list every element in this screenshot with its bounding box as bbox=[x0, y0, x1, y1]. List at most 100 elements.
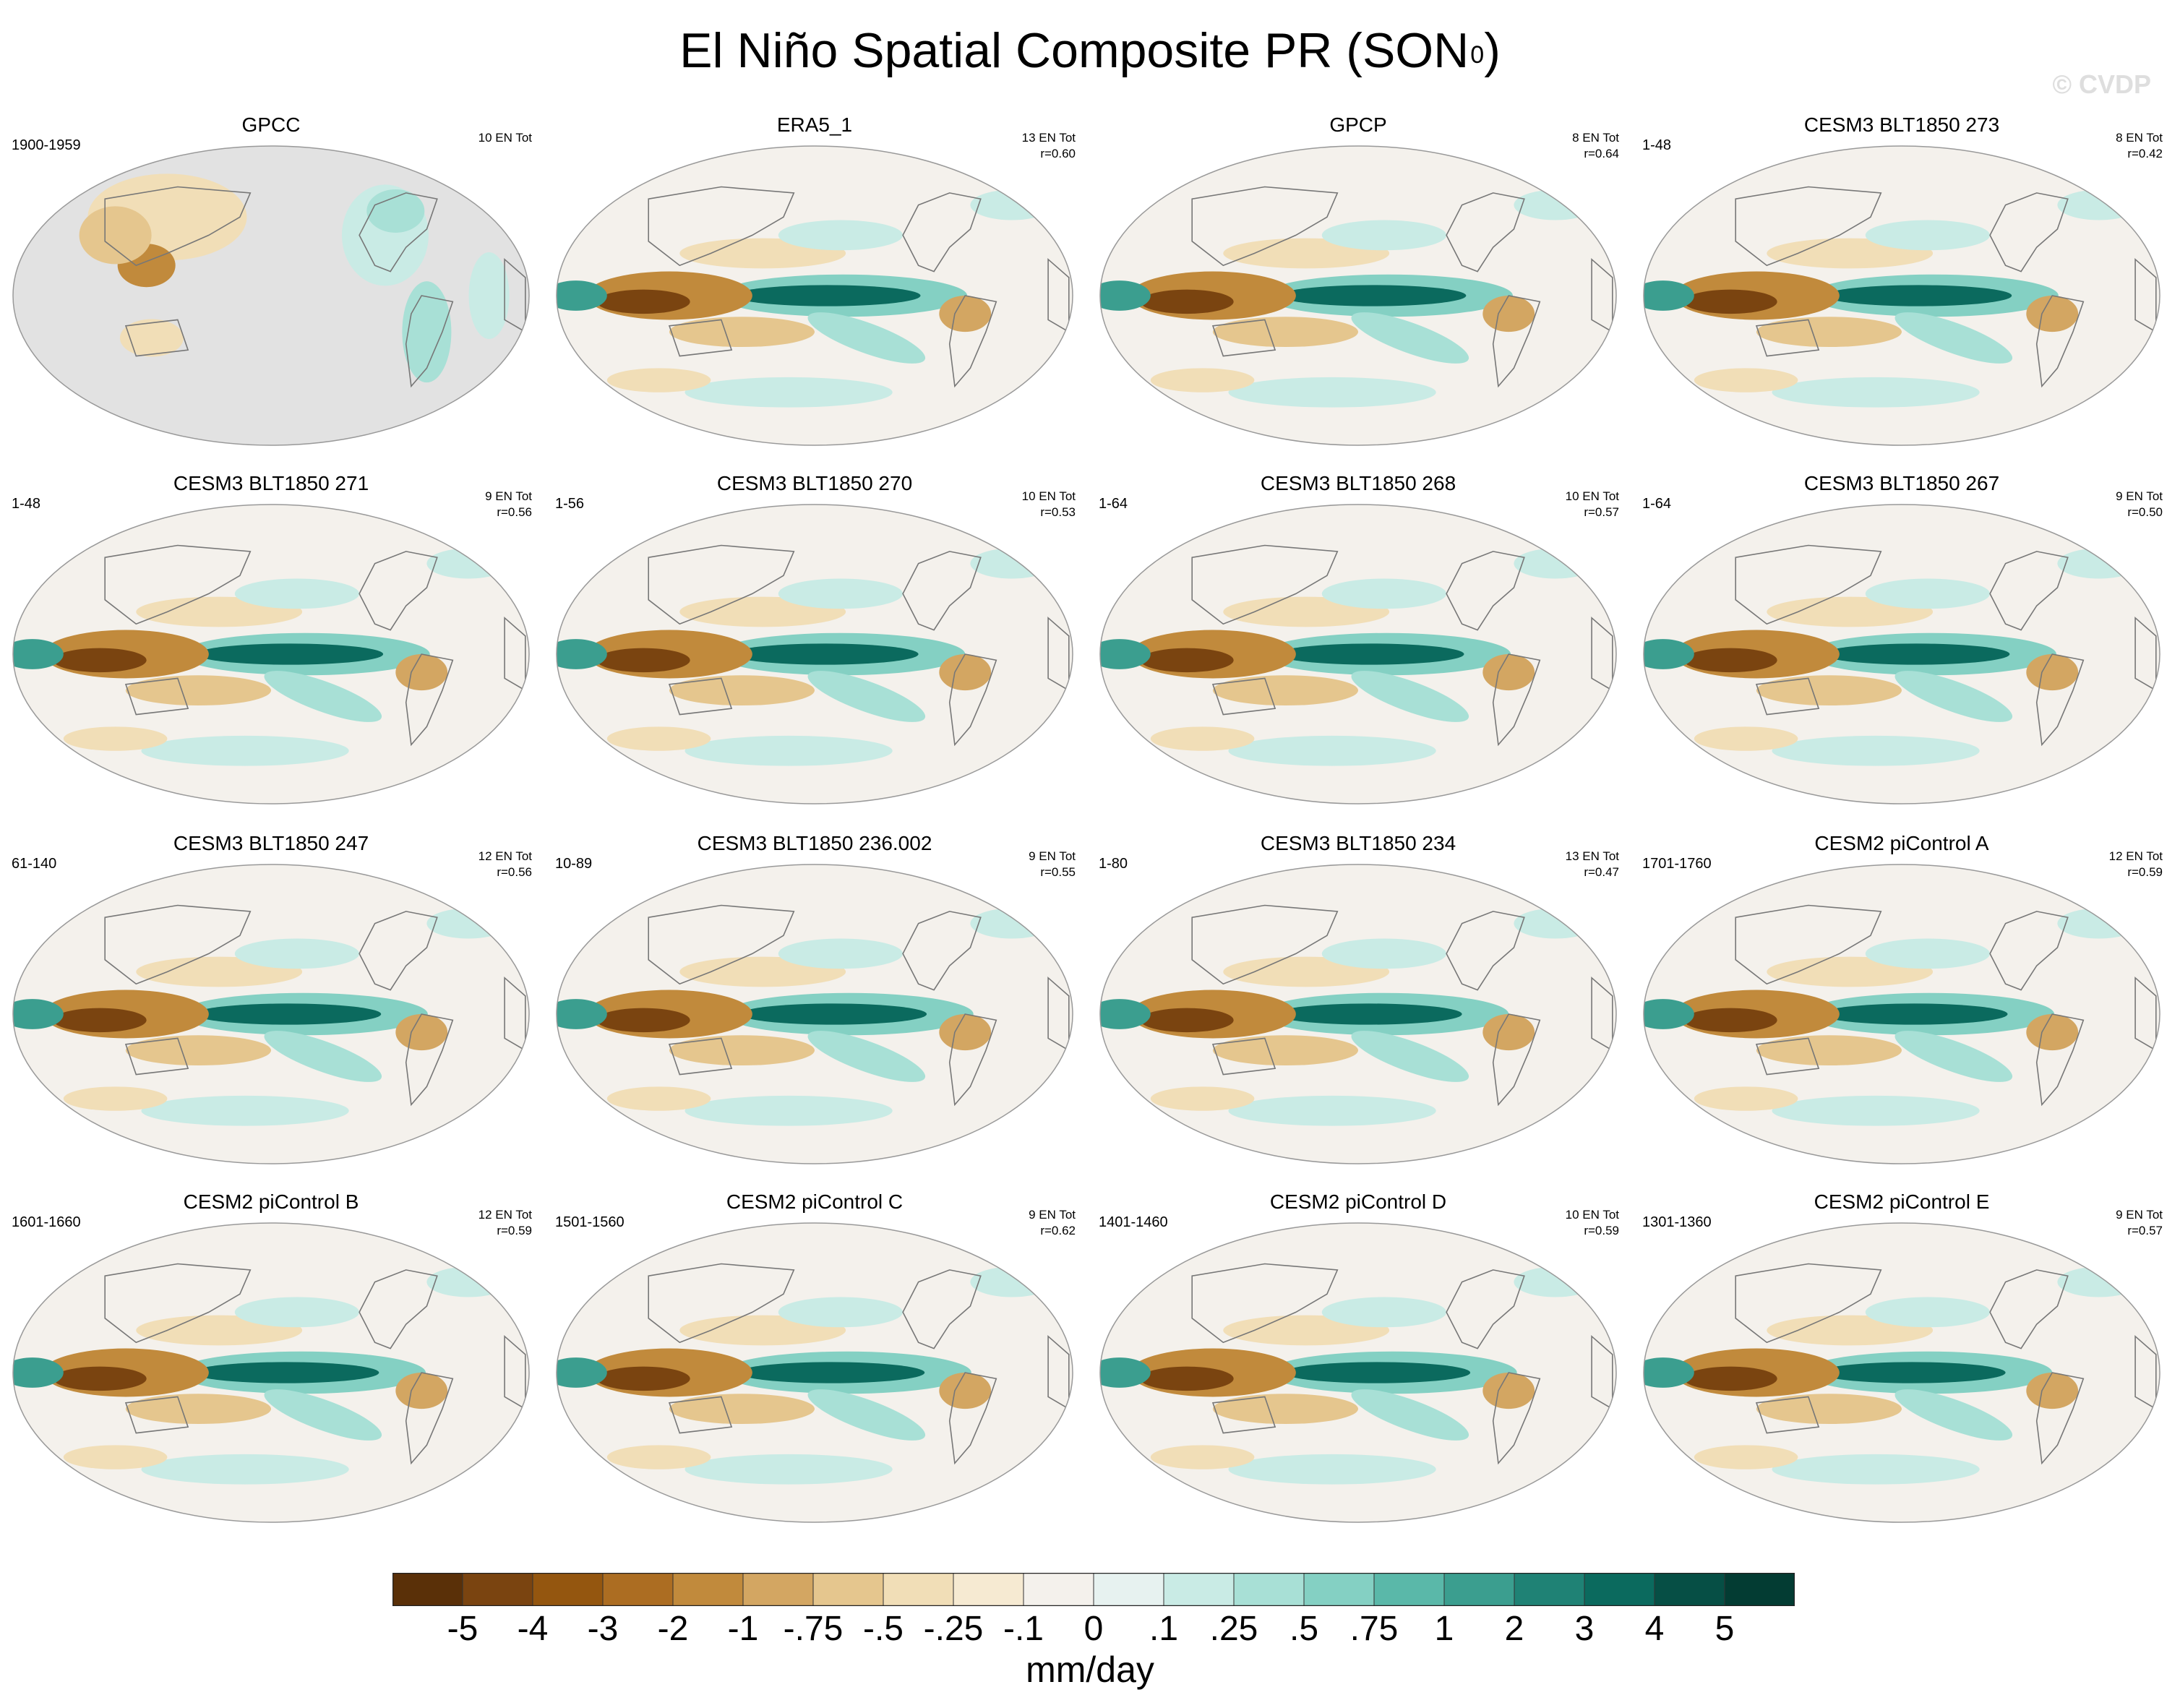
anomaly-patch bbox=[192, 1362, 379, 1383]
anomaly-patch bbox=[13, 999, 64, 1029]
anomaly-patch bbox=[1100, 280, 1151, 311]
event-count: 9 EN Tot bbox=[1029, 1208, 1076, 1222]
anomaly-patch bbox=[778, 220, 904, 251]
map-border bbox=[1643, 504, 2160, 804]
colorbar-segment bbox=[462, 1573, 533, 1606]
anomaly-patch bbox=[807, 671, 926, 722]
anomaly-patch bbox=[1279, 285, 1467, 306]
map-panel: CESM3 BLT1850 271 1-48 9 EN Tot r=0.56 bbox=[0, 471, 542, 818]
map-plot bbox=[1099, 145, 1617, 446]
anomaly-patch bbox=[264, 671, 382, 722]
event-count: 10 EN Tot bbox=[1565, 489, 1619, 503]
colorbar-tick-label: -4 bbox=[517, 1610, 549, 1648]
map-panel: CESM2 piControl E 1301-1360 9 EN Tot r=0.57 bbox=[1631, 1190, 2173, 1537]
map-plot bbox=[1099, 1222, 1617, 1523]
map-border bbox=[12, 1222, 530, 1523]
map-panel: CESM2 piControl C 1501-1560 9 EN Tot r=0.62 bbox=[544, 1190, 1086, 1537]
anomaly-patch bbox=[737, 1362, 925, 1383]
pattern-correlation: r=0.62 bbox=[1040, 1224, 1076, 1237]
coastline bbox=[668, 319, 733, 357]
coastline bbox=[359, 551, 438, 631]
anomaly-patch bbox=[939, 1014, 992, 1051]
colorbar-segment bbox=[672, 1573, 744, 1606]
event-count: 13 EN Tot bbox=[1565, 849, 1619, 863]
coastline bbox=[405, 1372, 454, 1465]
colorbar-tick-label: 0 bbox=[1083, 1610, 1104, 1648]
colorbar-segment bbox=[1724, 1573, 1795, 1606]
colorbar-tick-label: -.25 bbox=[923, 1610, 984, 1648]
colorbar-tick-label: 5 bbox=[1715, 1610, 1735, 1648]
anomaly-patch bbox=[234, 938, 360, 969]
colorbar-segment bbox=[1373, 1573, 1445, 1606]
anomaly-patch bbox=[125, 675, 271, 706]
panel-title: CESM3 BLT1850 273 bbox=[1803, 113, 2000, 136]
event-count: 10 EN Tot bbox=[1565, 1208, 1619, 1222]
map-panel: CESM3 BLT1850 270 1-56 10 EN Tot r=0.53 bbox=[544, 471, 1086, 818]
map-plot bbox=[1643, 145, 2160, 446]
event-count: 9 EN Tot bbox=[2116, 1208, 2163, 1222]
anomaly-patch bbox=[1756, 1394, 1902, 1425]
anomaly-patch bbox=[1514, 189, 1597, 220]
anomaly-patch bbox=[1140, 1008, 1234, 1033]
map-border bbox=[1643, 145, 2160, 446]
anomaly-patch bbox=[1865, 938, 1991, 969]
coastline bbox=[668, 1396, 733, 1434]
colorbar-tick-label: -1 bbox=[727, 1610, 759, 1648]
panel-stats: 9 EN Tot r=0.62 bbox=[1029, 1207, 1076, 1239]
colorbar-tick-label: 1 bbox=[1434, 1610, 1454, 1648]
coastline bbox=[1539, 520, 1577, 546]
coastline bbox=[948, 1372, 997, 1465]
coastline bbox=[902, 551, 982, 631]
coastline bbox=[1492, 1013, 1541, 1107]
colorbar-segment bbox=[1443, 1573, 1515, 1606]
anomaly-patch bbox=[606, 1086, 711, 1111]
coastline bbox=[1755, 677, 1820, 716]
anomaly-patch bbox=[939, 1373, 992, 1409]
map-plot bbox=[12, 1222, 530, 1523]
coastline bbox=[2082, 1239, 2121, 1265]
coastline bbox=[359, 1269, 438, 1349]
coastline bbox=[1211, 319, 1276, 357]
anomaly-patch bbox=[1772, 377, 1980, 408]
anomaly-patch bbox=[1514, 548, 1597, 579]
map-border bbox=[556, 1222, 1073, 1523]
anomaly-patch bbox=[1772, 1454, 1980, 1485]
panel-period: 1-64 bbox=[1642, 496, 1672, 512]
panel-stats: 9 EN Tot r=0.55 bbox=[1029, 849, 1076, 880]
panel-period: 1900-1959 bbox=[12, 137, 81, 153]
coastline bbox=[995, 1239, 1034, 1265]
colorbar-segment bbox=[1303, 1573, 1375, 1606]
anomaly-patch bbox=[606, 726, 711, 751]
map-border bbox=[1099, 864, 1617, 1164]
panel-stats: 10 EN Tot r=0.57 bbox=[1566, 489, 1619, 520]
coastline bbox=[1191, 544, 1339, 625]
anomaly-patch bbox=[2057, 189, 2141, 220]
pattern-correlation: r=0.64 bbox=[1584, 147, 1619, 160]
coastline bbox=[902, 192, 982, 272]
panel-title: CESM3 BLT1850 247 bbox=[173, 832, 369, 854]
anomaly-patch bbox=[2026, 1014, 2079, 1051]
map-plot bbox=[12, 145, 530, 446]
event-count: 12 EN Tot bbox=[478, 849, 532, 863]
anomaly-patch bbox=[1694, 1086, 1798, 1111]
anomaly-patch bbox=[1694, 1445, 1798, 1469]
anomaly-patch bbox=[970, 548, 1054, 579]
anomaly-patch bbox=[669, 1394, 815, 1425]
map-border bbox=[1643, 1222, 2160, 1523]
map-panel: GPCC 1900-1959 10 EN Tot bbox=[0, 113, 542, 460]
pattern-correlation: r=0.60 bbox=[1040, 147, 1076, 160]
anomaly-patch bbox=[1683, 1366, 1777, 1391]
pattern-correlation: r=0.59 bbox=[1584, 1224, 1619, 1237]
coastline bbox=[995, 880, 1034, 906]
coastline bbox=[2035, 1013, 2085, 1107]
event-count: 9 EN Tot bbox=[1029, 849, 1076, 863]
anomaly-patch bbox=[1228, 377, 1436, 408]
colorbar-tick-label: 3 bbox=[1574, 1610, 1595, 1648]
anomaly-patch bbox=[1756, 675, 1902, 706]
colorbar-tick-label: 2 bbox=[1504, 1610, 1524, 1648]
anomaly-patch bbox=[778, 578, 904, 609]
anomaly-patch bbox=[1819, 1362, 2006, 1383]
panel-title: GPCP bbox=[1329, 113, 1387, 136]
anomaly-patch bbox=[939, 654, 992, 691]
coastline bbox=[2035, 295, 2085, 388]
